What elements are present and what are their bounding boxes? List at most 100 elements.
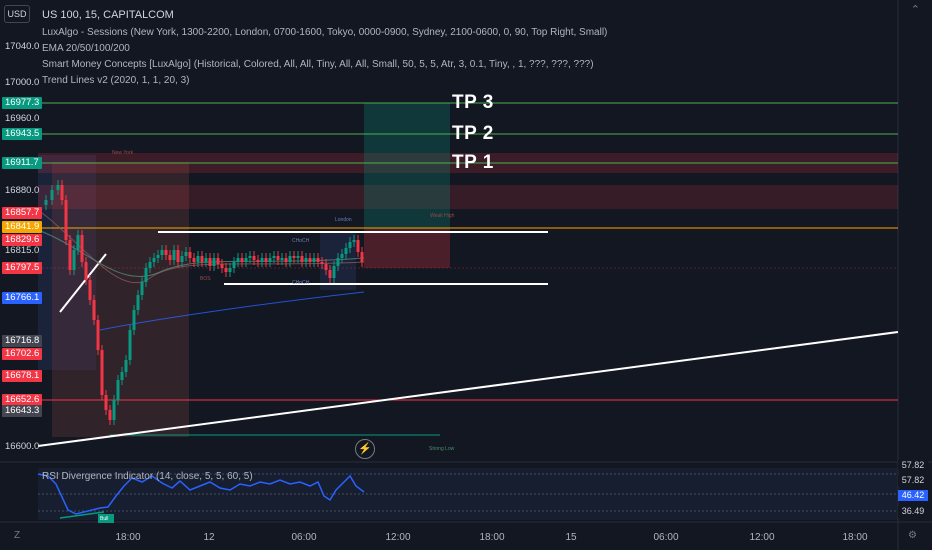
candle-body bbox=[296, 256, 300, 258]
symbol-title[interactable]: US 100, 15, CAPITALCOM bbox=[42, 9, 174, 21]
price-tag: 16943.5 bbox=[2, 128, 43, 140]
time-label: 15 bbox=[565, 532, 577, 543]
candle-body bbox=[136, 295, 140, 310]
time-label: 18:00 bbox=[479, 532, 505, 543]
new-york-session-box bbox=[52, 162, 189, 437]
price-label: 17040.0 bbox=[5, 41, 40, 52]
candle-body bbox=[224, 268, 228, 272]
price-tag: 16643.3 bbox=[2, 405, 43, 417]
candle-body bbox=[196, 256, 200, 262]
tp3-label[interactable]: TP 3 bbox=[452, 92, 494, 113]
candle-body bbox=[264, 258, 268, 262]
candle-body bbox=[200, 256, 204, 262]
candle-body bbox=[144, 268, 148, 282]
candle-body bbox=[336, 258, 340, 266]
candle-body bbox=[284, 258, 288, 262]
time-label: 18:00 bbox=[115, 532, 141, 543]
london-session-label: London bbox=[335, 217, 352, 223]
indicator-ema[interactable]: EMA 20/50/100/200 bbox=[42, 43, 130, 54]
strong-low-label: Strong Low bbox=[429, 446, 455, 452]
indicator-smc[interactable]: Smart Money Concepts [LuxAlgo] (Historic… bbox=[42, 59, 594, 70]
rsi-tag: 57.82 bbox=[898, 475, 928, 486]
candle-body bbox=[212, 258, 216, 266]
price-label: 16880.0 bbox=[5, 185, 40, 196]
price-tag: 16977.3 bbox=[2, 97, 43, 109]
candle-body bbox=[60, 185, 64, 200]
tradingview-logo-icon[interactable]: Z bbox=[14, 530, 21, 541]
candle-body bbox=[276, 256, 280, 260]
candle-body bbox=[72, 250, 76, 270]
price-label: 16815.0 bbox=[5, 245, 40, 256]
candle-body bbox=[156, 255, 160, 258]
candle-body bbox=[188, 252, 192, 258]
settings-gear-icon[interactable]: ⚙ bbox=[908, 530, 917, 541]
rsi-tag: 46.42 bbox=[898, 490, 928, 501]
time-label: 06:00 bbox=[653, 532, 679, 543]
time-label: 06:00 bbox=[291, 532, 317, 543]
candle-body bbox=[344, 248, 348, 254]
candle-body bbox=[268, 258, 272, 262]
candle-body bbox=[248, 256, 252, 258]
candle-body bbox=[308, 258, 312, 262]
position-profit-zone bbox=[364, 103, 450, 228]
candle-body bbox=[252, 256, 256, 260]
indicator-trendlines[interactable]: Trend Lines v2 (2020, 1, 1, 20, 3) bbox=[42, 75, 190, 86]
candle-body bbox=[192, 258, 196, 262]
candle-body bbox=[272, 256, 276, 258]
lightning-icon[interactable]: ⚡ bbox=[355, 439, 375, 459]
rsi-bull-divergence-line bbox=[59, 511, 105, 519]
rsi-line[interactable] bbox=[37, 473, 365, 515]
candle-body bbox=[256, 260, 260, 262]
price-tag: 16678.1 bbox=[2, 370, 43, 382]
candle-body bbox=[128, 330, 132, 360]
candle-body bbox=[148, 262, 152, 268]
candle-body bbox=[356, 240, 360, 252]
trend-line-long[interactable] bbox=[37, 331, 899, 447]
candle-body bbox=[44, 200, 48, 205]
rsi-title[interactable]: RSI Divergence Indicator (14, close, 5, … bbox=[42, 471, 253, 482]
indicator-sessions[interactable]: LuxAlgo - Sessions (New York, 1300-2200,… bbox=[42, 27, 608, 38]
candle-body bbox=[340, 254, 344, 258]
candle-body bbox=[96, 320, 100, 350]
candle-body bbox=[244, 258, 248, 262]
price-tag: 16716.8 bbox=[2, 335, 43, 347]
candle-body bbox=[184, 252, 188, 256]
currency-button[interactable]: USD bbox=[4, 5, 30, 23]
tp1-label[interactable]: TP 1 bbox=[452, 152, 494, 173]
chevron-up-icon[interactable]: ⌃ bbox=[910, 4, 920, 16]
candle-body bbox=[236, 258, 240, 262]
time-label: 12:00 bbox=[385, 532, 411, 543]
candle-body bbox=[88, 280, 92, 300]
rsi-bull-label: Bull bbox=[100, 516, 109, 522]
candle-body bbox=[50, 190, 54, 200]
candle-body bbox=[204, 258, 208, 262]
candle-body bbox=[240, 258, 244, 262]
price-tag: 16797.5 bbox=[2, 262, 43, 274]
candle-body bbox=[316, 258, 320, 262]
candle-body bbox=[172, 250, 176, 260]
tp2-label[interactable]: TP 2 bbox=[452, 123, 494, 144]
candle-body bbox=[304, 258, 308, 262]
candle-body bbox=[280, 258, 284, 260]
choch-bottom-label: CHoCH bbox=[292, 280, 310, 286]
candle-body bbox=[164, 250, 168, 255]
price-label: 17000.0 bbox=[5, 77, 40, 88]
candle-body bbox=[328, 270, 332, 278]
candle-body bbox=[124, 360, 128, 372]
ema-50-line bbox=[37, 229, 365, 277]
candle-body bbox=[68, 240, 72, 270]
choch-top-label: CHoCH bbox=[292, 238, 310, 244]
price-candles[interactable] bbox=[44, 180, 364, 425]
rsi-tag: 36.49 bbox=[898, 506, 928, 517]
price-tag: 16766.1 bbox=[2, 292, 43, 304]
candle-body bbox=[64, 200, 68, 240]
candle-body bbox=[260, 258, 264, 262]
candle-body bbox=[228, 268, 232, 272]
candle-body bbox=[100, 350, 104, 395]
weak-high-label: Weak High bbox=[430, 213, 455, 219]
candle-body bbox=[288, 256, 292, 262]
price-tag: 16911.7 bbox=[2, 157, 42, 169]
candle-body bbox=[56, 185, 60, 190]
bos-label: BOS bbox=[200, 276, 211, 282]
